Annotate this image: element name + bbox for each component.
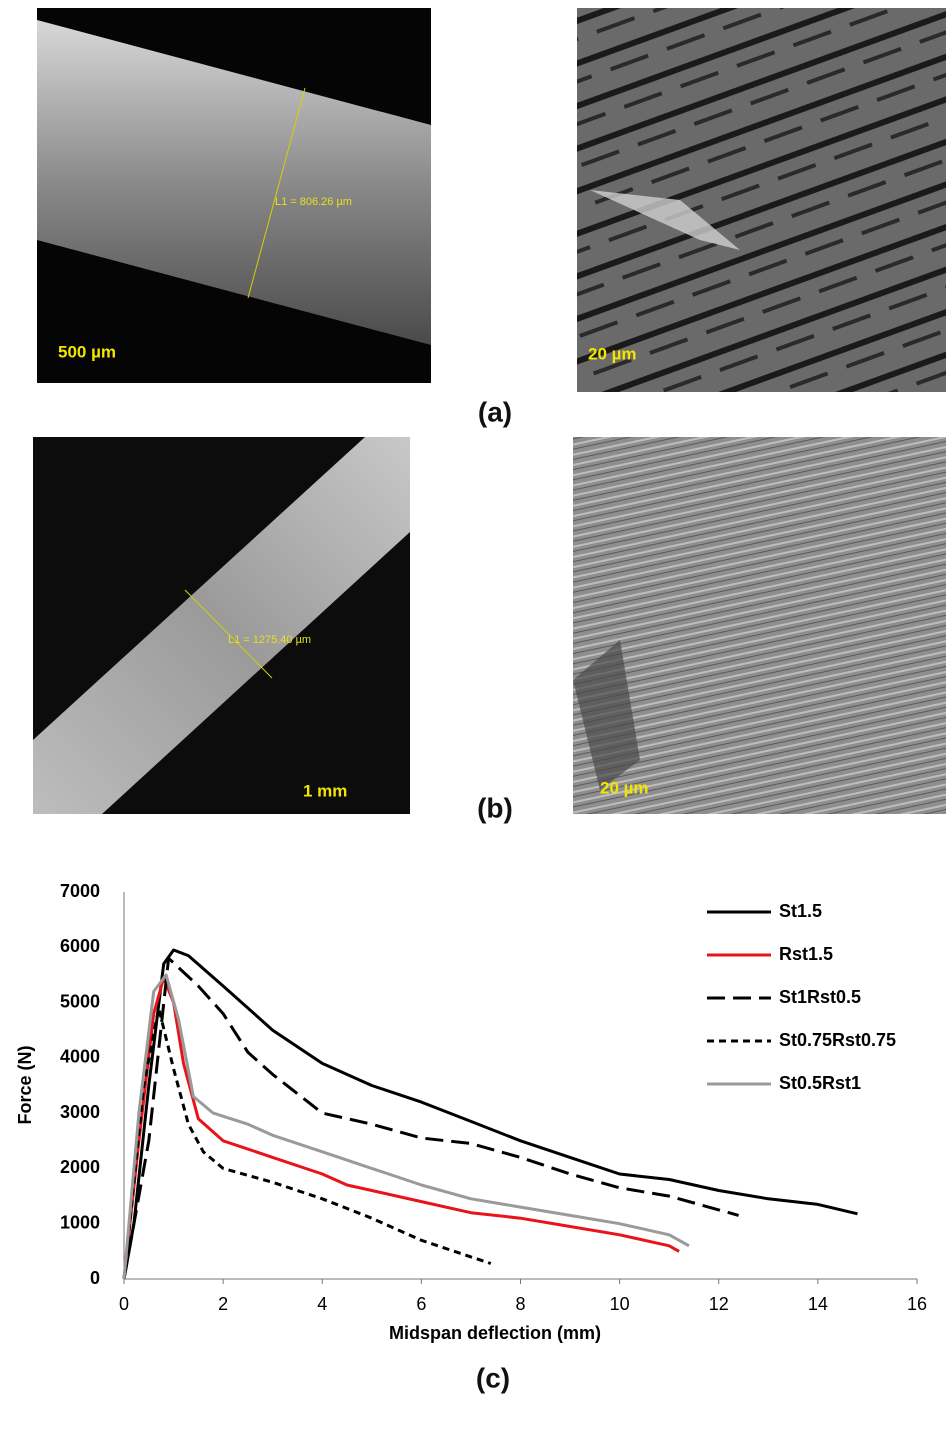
y-tick-label: 5000 [60,991,100,1011]
x-tick-label: 2 [218,1294,228,1314]
panel-b-right: 20 µm [573,437,946,814]
y-tick-label: 2000 [60,1157,100,1177]
measurement-label: L1 = 806.26 µm [275,196,352,208]
x-tick-label: 6 [416,1294,426,1314]
x-tick-label: 12 [709,1294,729,1314]
y-tick-label: 6000 [60,936,100,956]
scale-bar-label: 20 µm [600,778,649,797]
panel-label: (c) [476,1362,510,1393]
y-tick-label: 0 [90,1268,100,1288]
y-tick-label: 4000 [60,1047,100,1067]
scale-bar-label: 500 µm [58,342,116,361]
legend-label: Rst1.5 [779,944,833,964]
series-line [124,1008,491,1279]
y-axis-title: Force (N) [15,1045,35,1124]
measurement-label: L1 = 1275.40 µm [228,634,311,646]
x-tick-label: 10 [610,1294,630,1314]
series-line [124,978,679,1279]
panel-a-right: 20 µm [577,8,946,392]
y-tick-label: 1000 [60,1212,100,1232]
scale-bar-label: 1 mm [303,781,347,800]
panel-a-left: L1 = 806.26 µm 500 µm [37,8,431,383]
figure: L1 = 806.26 µm 500 µm 20 µm (a) L1 = 127… [0,0,946,1430]
panel-b-left: L1 = 1275.40 µm 1 mm [33,437,410,814]
y-tick-label: 3000 [60,1102,100,1122]
y-tick-label: 7000 [60,881,100,901]
x-tick-label: 0 [119,1294,129,1314]
panel-label: (b) [477,792,513,823]
x-tick-label: 14 [808,1294,828,1314]
legend-label: St0.75Rst0.75 [779,1030,896,1050]
x-tick-label: 8 [515,1294,525,1314]
x-tick-label: 4 [317,1294,327,1314]
legend-label: St1Rst0.5 [779,987,861,1007]
scale-bar-label: 20 µm [588,344,637,363]
chart: Midspan deflection (mm) Force (N) 0 1000 2… [15,881,927,1343]
x-tick-label: 16 [907,1294,927,1314]
x-axis-title: Midspan deflection (mm) [389,1323,601,1343]
panel-label: (a) [478,396,512,427]
legend-label: St1.5 [779,901,822,921]
legend-label: St0.5Rst1 [779,1073,861,1093]
